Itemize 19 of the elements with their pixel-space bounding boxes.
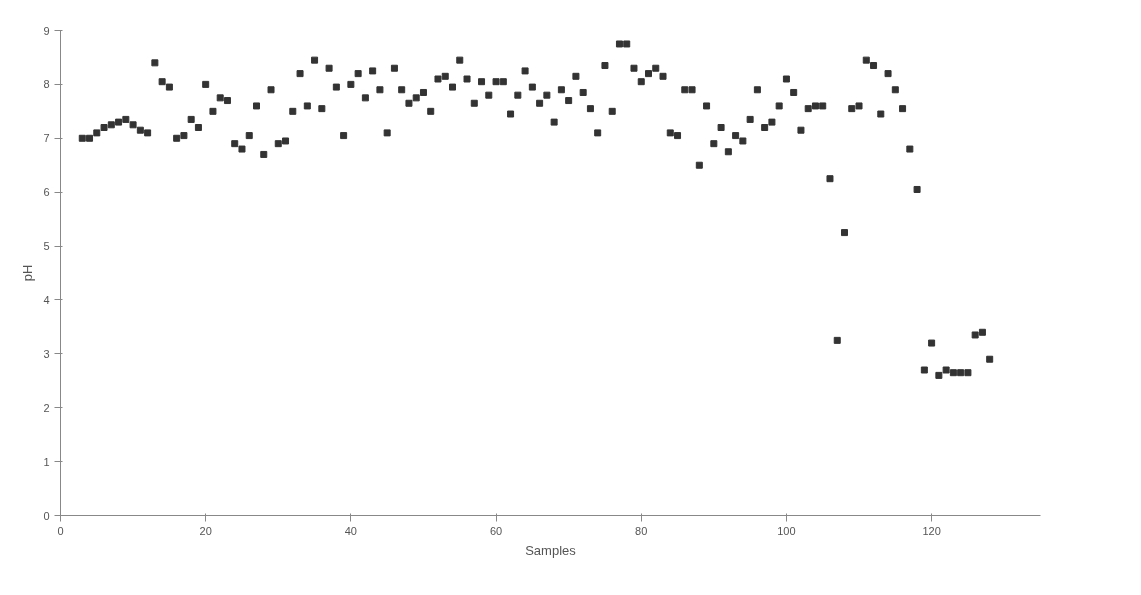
x-tick-label: 0 [57, 524, 64, 537]
x-tick-label: 100 [777, 524, 796, 537]
y-tick-label: 0 [43, 509, 50, 522]
y-tick-label: 9 [43, 24, 50, 37]
x-tick-label: 80 [635, 524, 648, 537]
y-tick-label: 6 [43, 186, 50, 199]
x-tick-label: 60 [489, 524, 503, 537]
y-tick-label: 8 [43, 78, 50, 91]
y-tick-label: 7 [43, 132, 50, 145]
x-axis-title: Samples [525, 542, 577, 558]
x-tick-label: 40 [344, 524, 357, 537]
x-tick-label: 120 [922, 524, 941, 537]
y-tick-label: 1 [43, 455, 50, 468]
y-tick-label: 2 [43, 401, 50, 414]
y-tick-label: 3 [43, 347, 50, 360]
y-tick-label: 4 [43, 293, 50, 306]
x-tick-label: 20 [199, 524, 212, 537]
y-tick-label: 5 [43, 240, 50, 253]
y-axis-title: pH [20, 264, 36, 282]
